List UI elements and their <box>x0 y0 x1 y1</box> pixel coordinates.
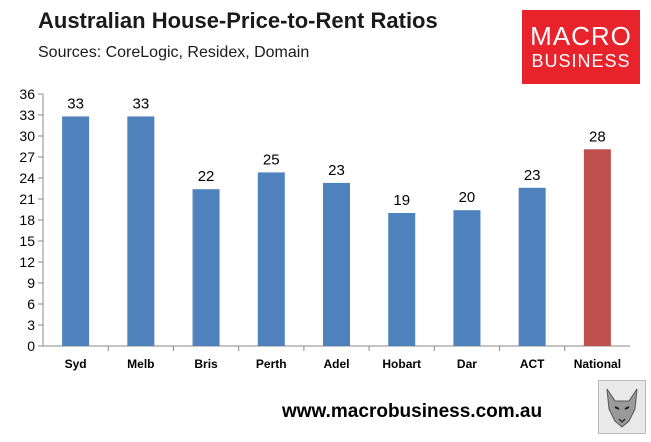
footer-url: www.macrobusiness.com.au <box>282 401 543 422</box>
bar-chart: 036912151821242730333633Syd33Melb22Bris2… <box>19 86 630 371</box>
logo-line-2: BUSINESS <box>531 51 631 71</box>
y-tick-label: 3 <box>27 317 35 333</box>
y-tick-label: 18 <box>19 212 35 228</box>
x-tick-label: Melb <box>127 357 154 371</box>
logo-line-1: MACRO <box>530 21 632 51</box>
y-tick-label: 33 <box>19 107 35 123</box>
y-tick-label: 6 <box>27 296 35 312</box>
macro-business-logo: MACRO BUSINESS <box>522 10 640 84</box>
bar <box>127 116 155 347</box>
x-tick-label: Adel <box>323 357 349 371</box>
bar <box>192 189 220 346</box>
x-tick-label: National <box>574 357 621 371</box>
y-tick-label: 30 <box>19 128 35 144</box>
data-label: 20 <box>459 189 476 206</box>
data-label: 23 <box>328 162 345 179</box>
x-tick-label: ACT <box>520 357 545 371</box>
data-label: 25 <box>263 151 280 168</box>
bar <box>518 187 546 346</box>
y-tick-label: 15 <box>19 233 35 249</box>
bar <box>388 213 416 346</box>
x-tick-label: Hobart <box>382 357 421 371</box>
bar <box>583 149 611 346</box>
y-tick-label: 12 <box>19 254 35 270</box>
bar <box>62 116 90 347</box>
bar <box>257 172 285 346</box>
y-tick-label: 21 <box>19 191 35 207</box>
data-label: 28 <box>589 128 606 145</box>
chart-subtitle: Sources: CoreLogic, Residex, Domain <box>38 44 310 61</box>
bar <box>323 182 350 346</box>
data-label: 22 <box>198 168 215 185</box>
bar <box>453 210 481 346</box>
x-tick-label: Syd <box>65 357 87 371</box>
y-tick-label: 9 <box>27 275 35 291</box>
wolf-logo-icon <box>598 380 646 434</box>
data-label: 33 <box>67 95 84 112</box>
x-tick-label: Dar <box>457 357 477 371</box>
data-label: 19 <box>393 192 410 209</box>
chart-title: Australian House-Price-to-Rent Ratios <box>38 8 438 33</box>
y-tick-label: 0 <box>27 338 35 354</box>
y-tick-label: 27 <box>19 149 35 165</box>
data-label: 23 <box>524 167 541 184</box>
y-tick-label: 36 <box>19 86 35 102</box>
data-label: 33 <box>132 95 149 112</box>
y-tick-label: 24 <box>19 170 35 186</box>
x-tick-label: Bris <box>194 357 218 371</box>
x-tick-label: Perth <box>256 357 287 371</box>
